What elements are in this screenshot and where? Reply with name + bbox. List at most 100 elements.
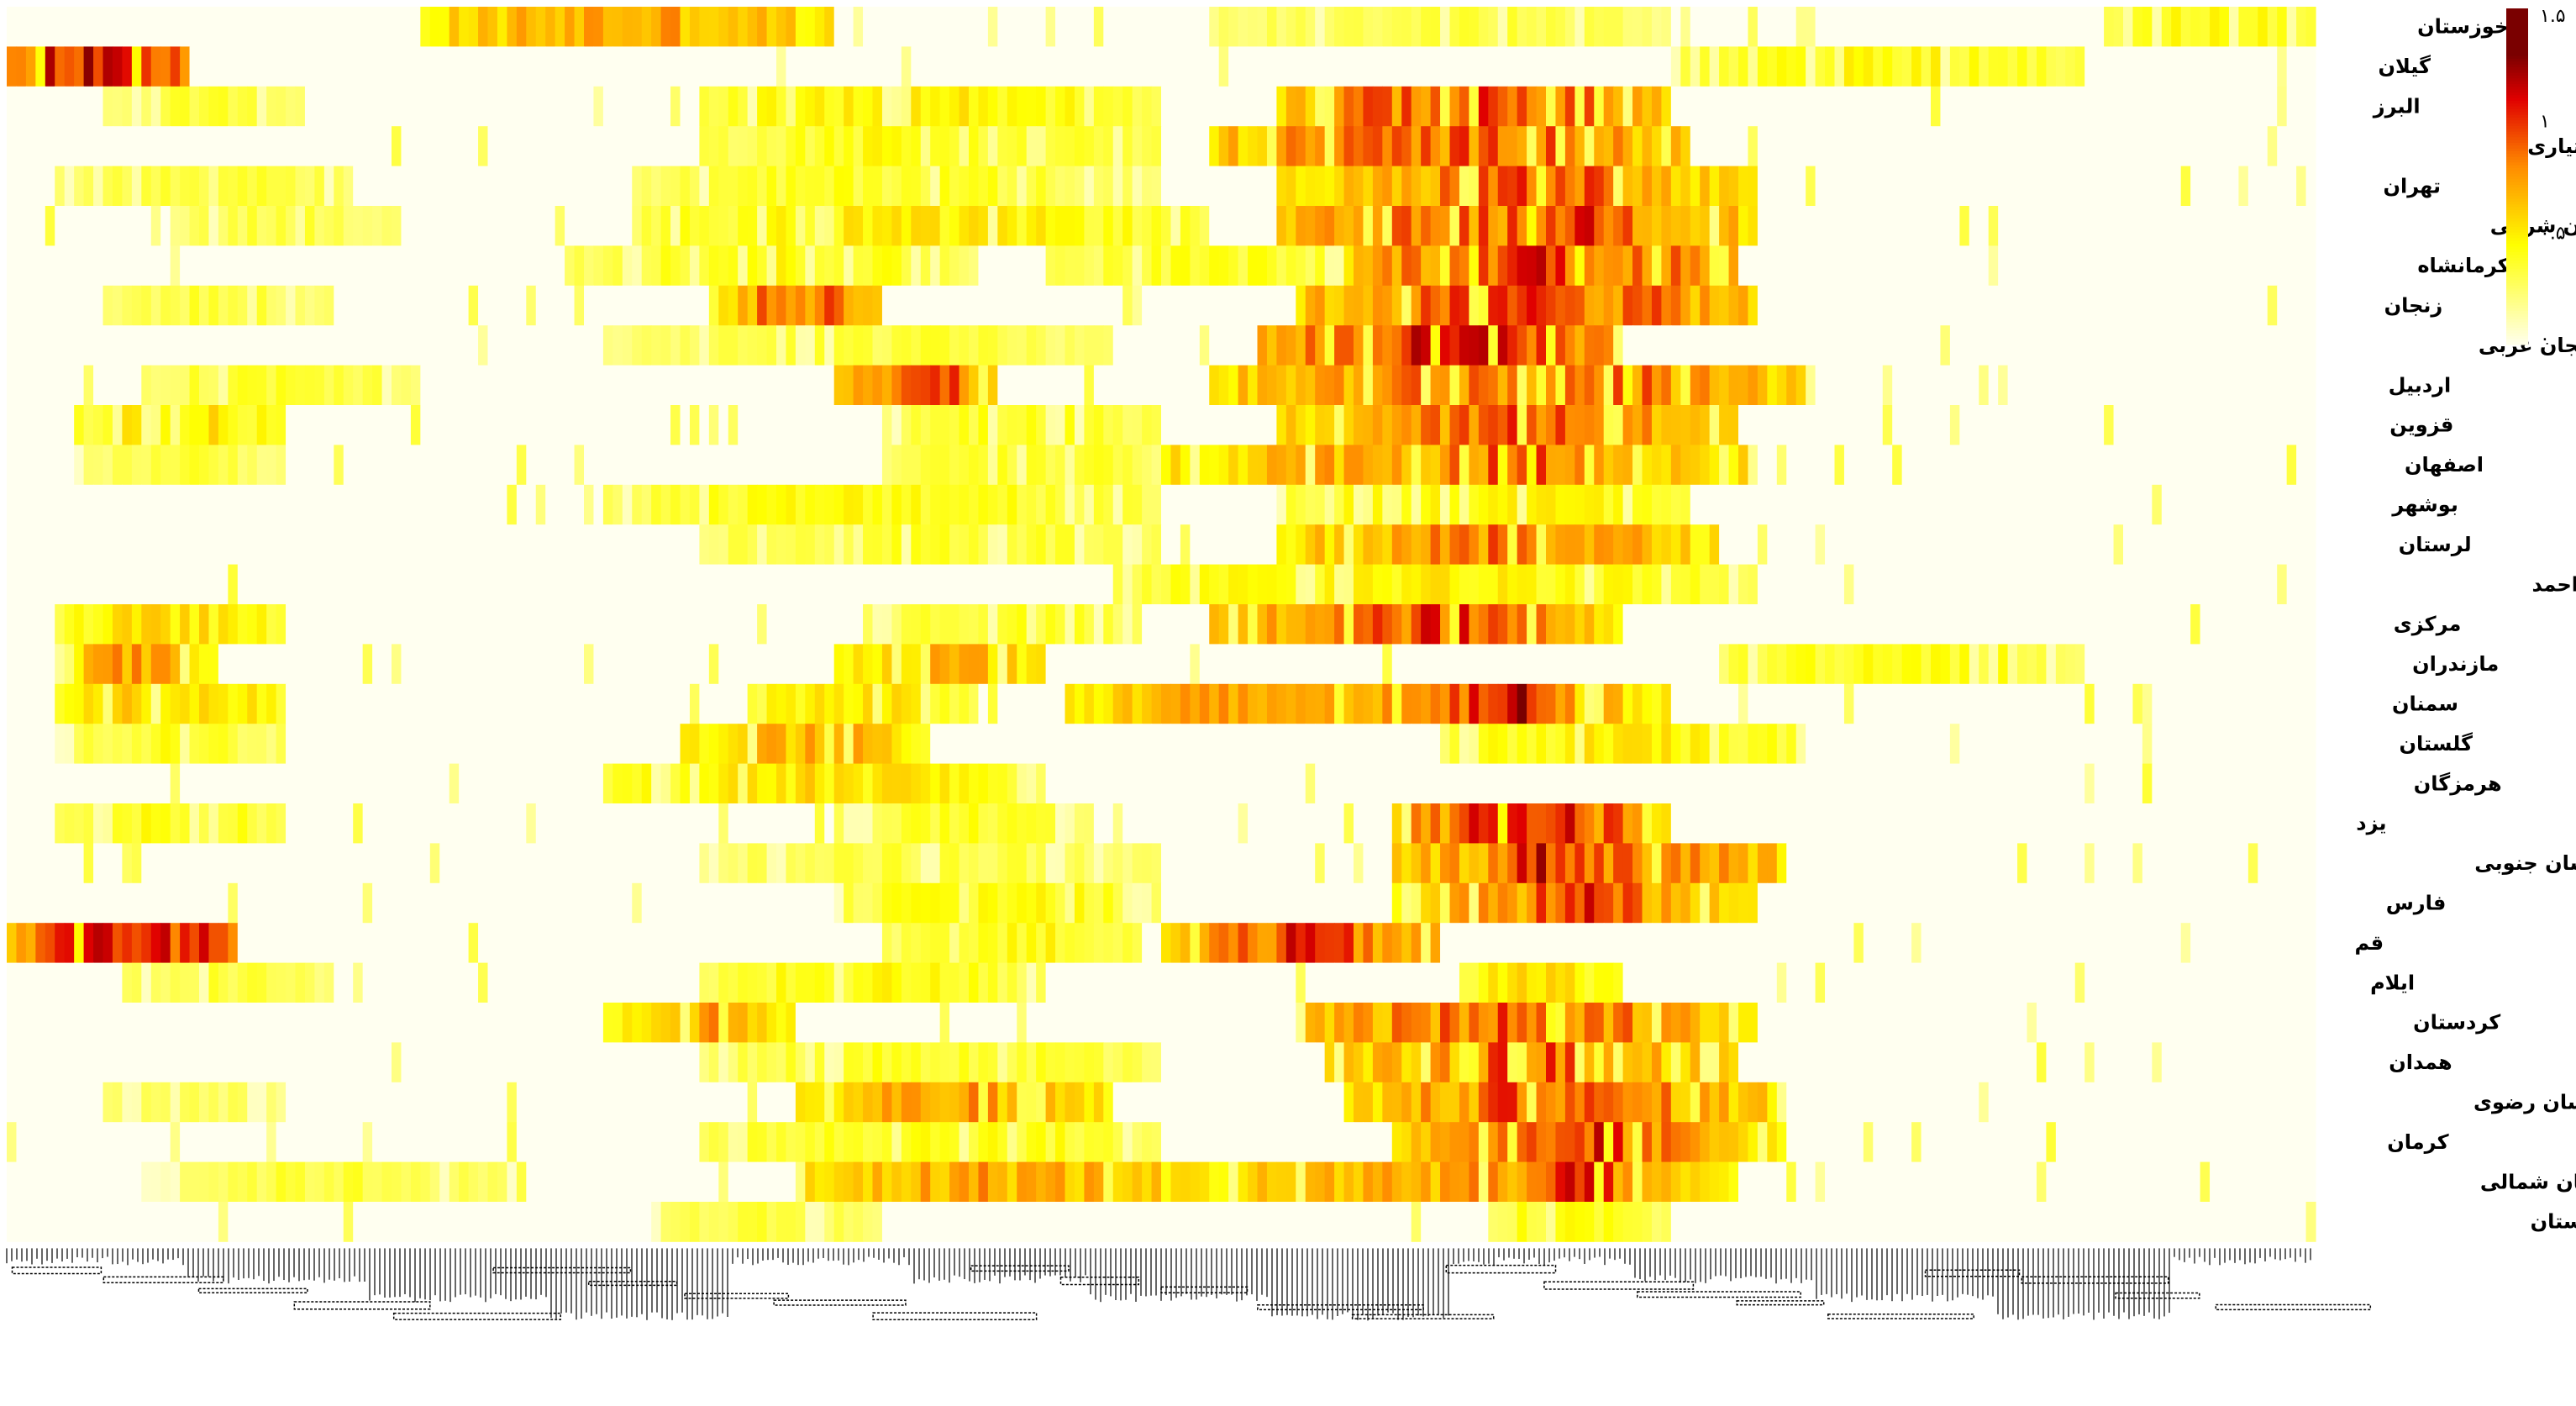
heatmap-cell [2190, 644, 2201, 685]
heatmap-cell [1949, 285, 1960, 326]
heatmap-cell [1199, 524, 1210, 565]
heatmap-cell [381, 803, 392, 844]
heatmap-cell [1690, 285, 1701, 326]
heatmap-cell [1882, 484, 1893, 525]
heatmap-cell [2267, 724, 2278, 764]
heatmap-cell [1324, 445, 1335, 486]
heatmap-cell [997, 126, 1008, 166]
heatmap-cell [487, 763, 498, 804]
heatmap-cell [911, 763, 922, 804]
heatmap-cell [1546, 126, 1557, 166]
heatmap-cell [708, 763, 719, 804]
heatmap-cell [1161, 604, 1172, 645]
heatmap-cell [535, 46, 546, 87]
heatmap-cell [1507, 7, 1518, 47]
heatmap-cell [1584, 86, 1595, 127]
heatmap-cell [2132, 644, 2143, 685]
heatmap-cell [410, 445, 421, 486]
heatmap-cell [103, 484, 113, 525]
heatmap-cell [949, 166, 960, 207]
heatmap-cell [535, 803, 546, 844]
heatmap-cell [1112, 683, 1123, 724]
heatmap-cell [1276, 524, 1287, 565]
heatmap-cell [718, 285, 729, 326]
heatmap-cell [1151, 86, 1162, 127]
heatmap-cell [776, 763, 787, 804]
heatmap-cell [1334, 644, 1345, 685]
heatmap-cell [776, 803, 787, 844]
heatmap-cell [689, 166, 700, 207]
heatmap-cell [987, 724, 998, 764]
heatmap-cell [1642, 564, 1653, 605]
heatmap-cell [1440, 285, 1451, 326]
heatmap-cell [237, 46, 248, 87]
heatmap-cell [1266, 365, 1277, 406]
heatmap-cell [612, 803, 623, 844]
heatmap-cell [555, 445, 565, 486]
heatmap-cell [1786, 683, 1797, 724]
heatmap-cell [535, 564, 546, 605]
heatmap-cell [1959, 245, 1970, 287]
heatmap-cell [1949, 126, 1960, 166]
heatmap-cell [1843, 445, 1854, 486]
heatmap-cell [930, 683, 941, 724]
heatmap-cell [439, 683, 450, 724]
heatmap-cell [1122, 644, 1133, 685]
heatmap-cell [2152, 564, 2163, 605]
heatmap-cell [1988, 524, 1999, 565]
heatmap-cell [16, 445, 27, 486]
heatmap-cell [1084, 564, 1095, 605]
heatmap-cell [949, 524, 960, 565]
heatmap-cell [478, 365, 489, 406]
heatmap-cell [1180, 126, 1191, 166]
heatmap-cell [872, 285, 883, 326]
heatmap-cell [689, 86, 700, 127]
heatmap-cell [353, 46, 364, 87]
heatmap-cell [584, 166, 595, 207]
heatmap-cell [2286, 484, 2297, 525]
heatmap-cell [1199, 245, 1210, 287]
heatmap-cell [1372, 325, 1383, 366]
heatmap-cell [1931, 724, 1942, 764]
heatmap-cell [814, 46, 825, 87]
heatmap-cell [1979, 445, 1990, 486]
heatmap-cell [2228, 325, 2239, 366]
heatmap-cell [535, 86, 546, 127]
heatmap-cell [1084, 365, 1095, 406]
heatmap-cell [881, 245, 892, 287]
heatmap-cell [708, 405, 719, 445]
heatmap-cell [2296, 126, 2307, 166]
heatmap-cell [2113, 126, 2124, 166]
heatmap-cell [1180, 724, 1191, 764]
heatmap-cell [670, 524, 681, 565]
heatmap-cell [1738, 206, 1749, 246]
heatmap-cell [2286, 245, 2297, 287]
heatmap-cell [997, 763, 1008, 804]
heatmap-cell [1979, 325, 1990, 366]
heatmap-cell [256, 285, 267, 326]
heatmap-cell [2007, 604, 2018, 645]
heatmap-cell [2161, 724, 2172, 764]
heatmap-cell [1882, 445, 1893, 486]
heatmap-cell [1517, 7, 1527, 47]
heatmap-cell [1411, 644, 1422, 685]
heatmap-cell [747, 803, 758, 844]
heatmap-cell [199, 86, 210, 127]
heatmap-cell [786, 126, 796, 166]
heatmap-cell [2305, 46, 2316, 87]
heatmap-cell [266, 46, 277, 87]
heatmap-cell [516, 126, 527, 166]
heatmap-cell [1324, 285, 1335, 326]
heatmap-cell [2296, 245, 2307, 287]
heatmap-cell [1719, 285, 1730, 326]
heatmap-cell [1815, 86, 1826, 127]
heatmap-cell [565, 484, 576, 525]
heatmap-cell [2074, 604, 2085, 645]
heatmap-cell [766, 285, 777, 326]
heatmap-cell [1853, 524, 1864, 565]
heatmap-cell [1843, 683, 1854, 724]
heatmap-cell [208, 524, 219, 565]
heatmap-cell [555, 524, 565, 565]
heatmap-cell [1642, 325, 1653, 366]
heatmap-cell [1142, 46, 1153, 87]
